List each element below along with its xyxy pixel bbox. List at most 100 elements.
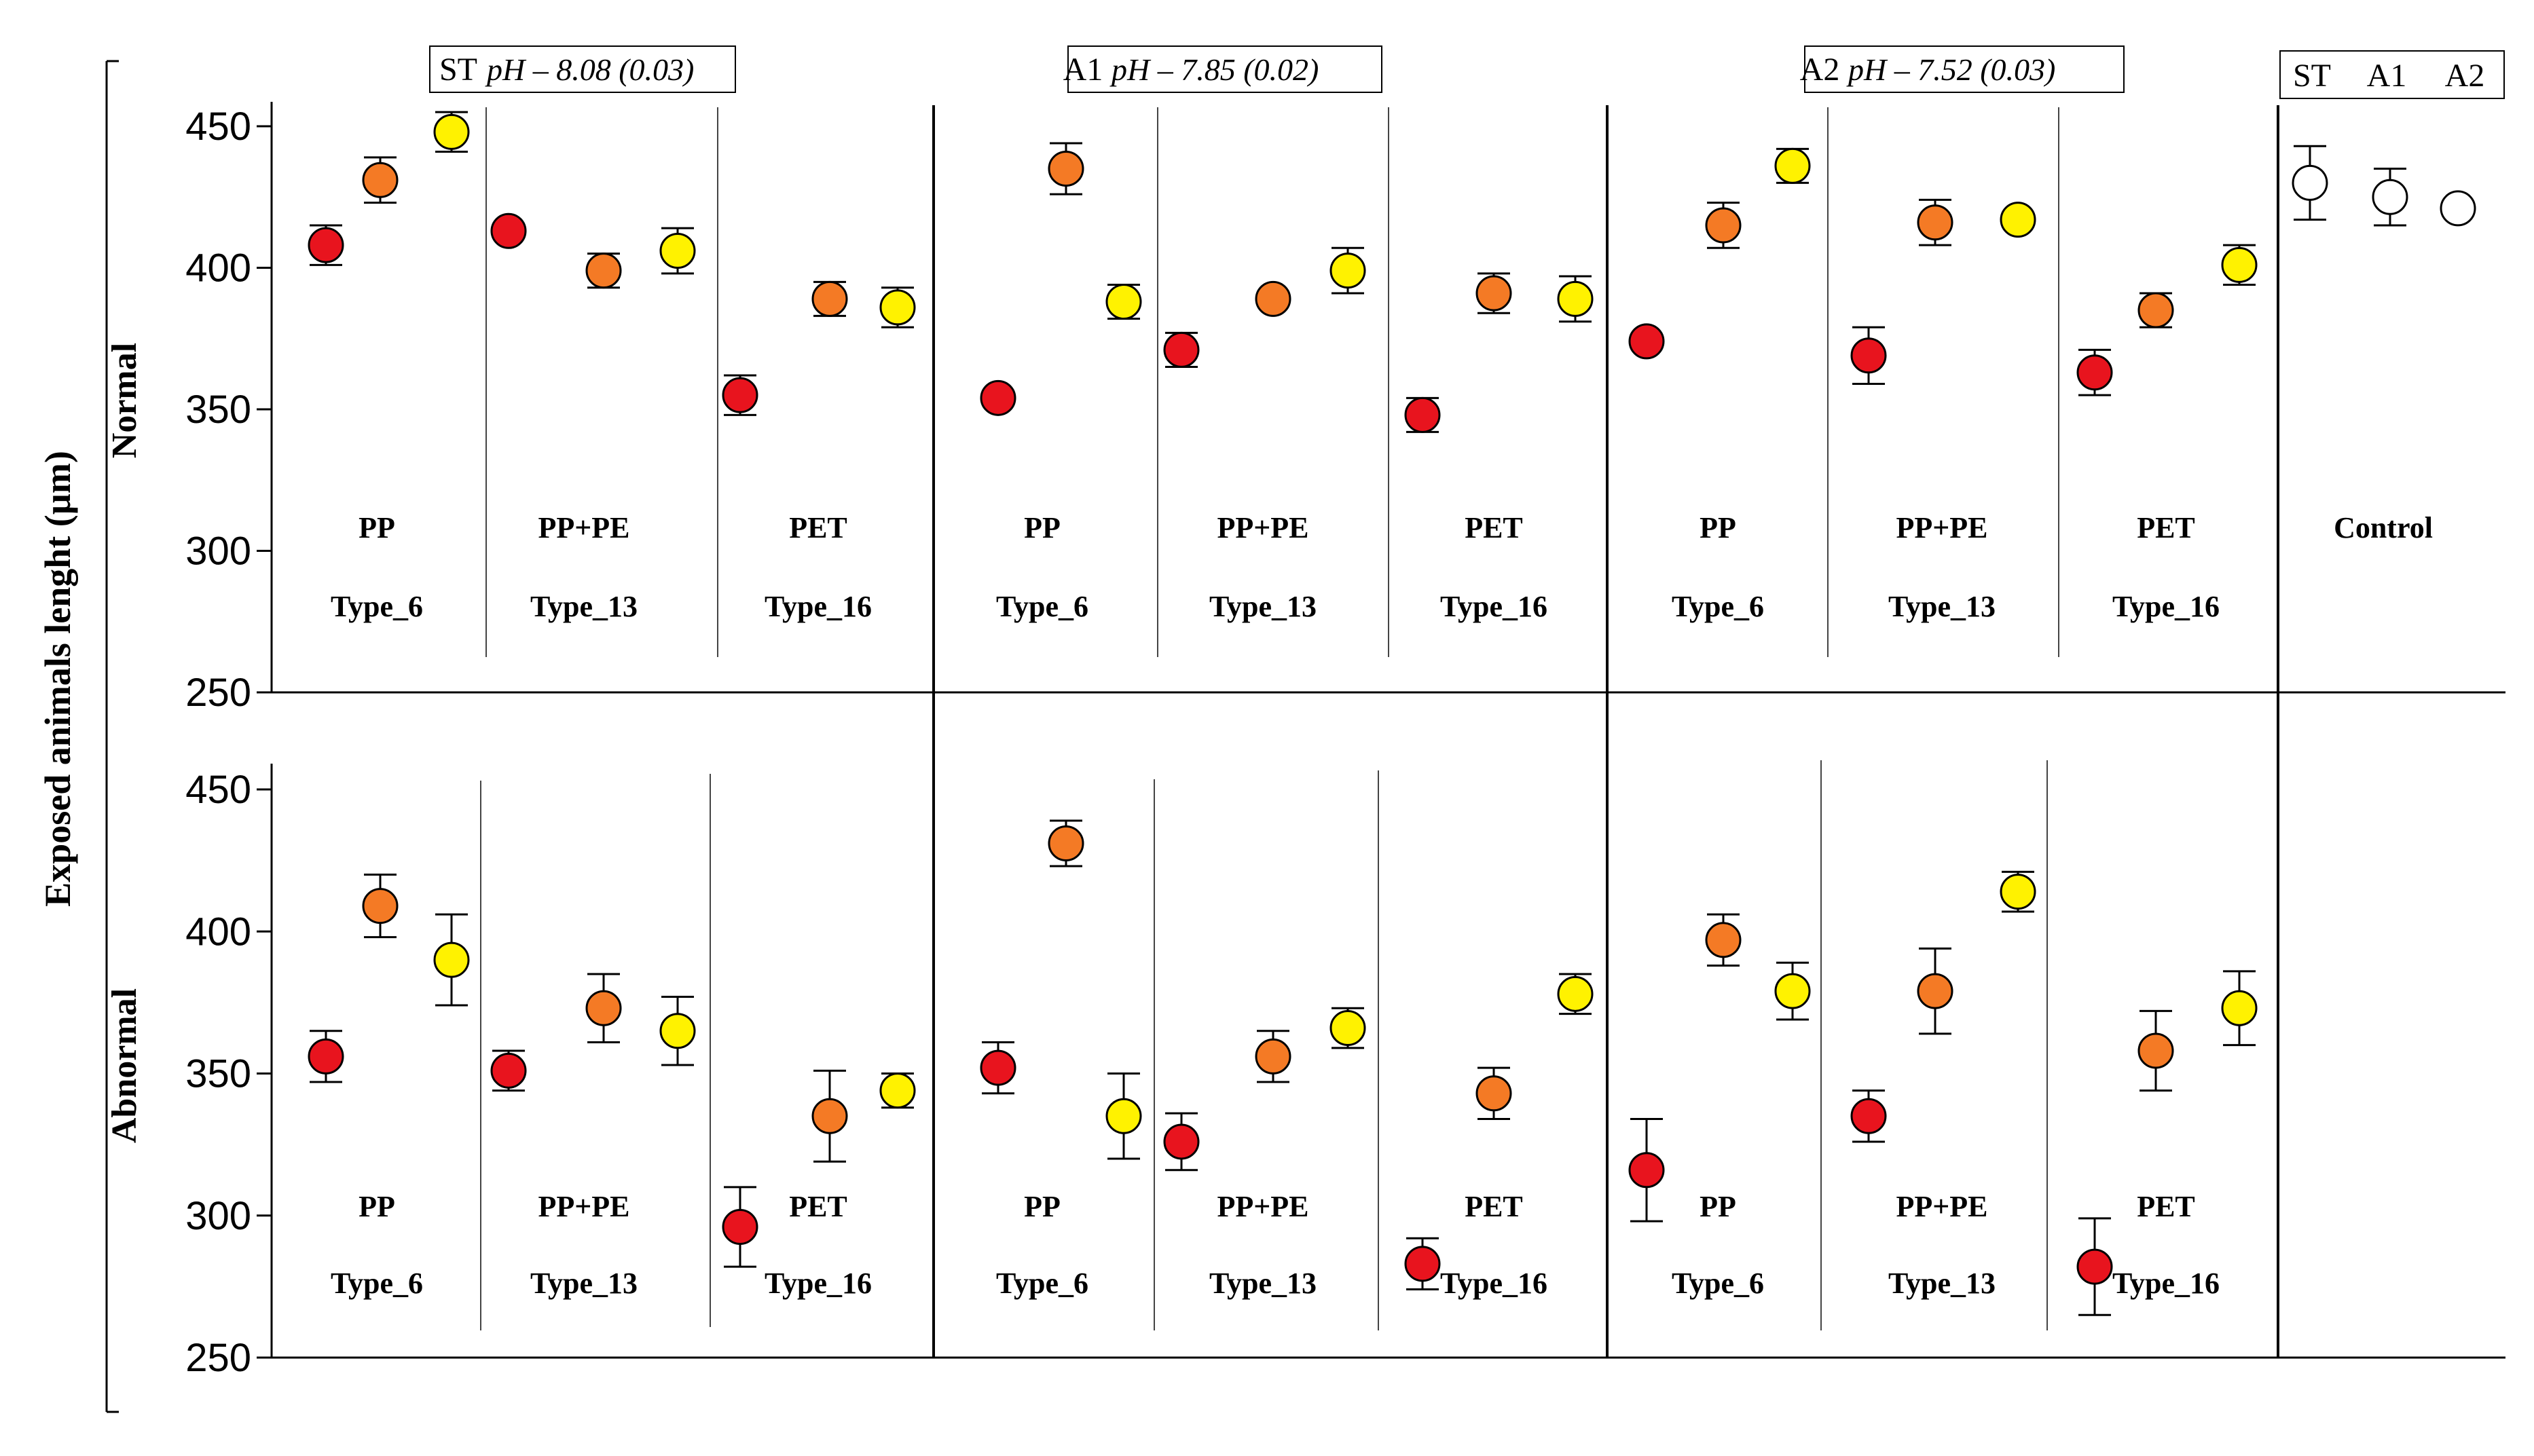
type-label: Type_13 <box>1209 590 1317 623</box>
frame-layer: 250 300 350 400 450 Normal PP Type_6 PP+PE Type_1… <box>105 45 2505 1413</box>
type-label: Type_6 <box>331 1267 423 1300</box>
type-label: Type_16 <box>765 1267 872 1300</box>
polymer-label: PP+PE <box>1896 511 1987 544</box>
polymer-label: PP <box>1024 511 1061 544</box>
control-label: Control <box>2334 511 2433 544</box>
data-point-orange <box>1048 151 1084 187</box>
y-tick-label: 250 <box>185 1336 251 1380</box>
control-code: ST <box>2293 58 2331 94</box>
type-label: Type_6 <box>1672 1267 1764 1300</box>
data-point-yellow <box>1774 147 1811 184</box>
data-point-orange <box>1475 275 1512 312</box>
polymer-label: PP+PE <box>538 511 629 544</box>
treatment-box <box>429 45 736 93</box>
data-point-red <box>308 1038 344 1075</box>
data-point-red <box>722 377 758 413</box>
data-point-yellow <box>433 941 470 978</box>
treatment-code: ST <box>439 52 477 88</box>
y-tick-label: 400 <box>185 910 251 954</box>
control-point <box>2372 179 2408 215</box>
marks-layer <box>308 111 2476 1316</box>
polymer-label: PP <box>1024 1190 1061 1223</box>
data-point-red <box>490 1052 527 1089</box>
type-label: Type_16 <box>2112 590 2220 623</box>
data-point-orange <box>1048 825 1084 862</box>
data-point-red <box>1163 1123 1200 1160</box>
y-axis-title: Exposed animals lenght (µm) <box>37 451 78 907</box>
data-point-yellow <box>659 232 696 269</box>
data-point-orange <box>1917 973 1953 1009</box>
y-tick-label: 350 <box>185 1052 251 1096</box>
polymer-label: PET <box>2137 511 2195 544</box>
control-code: A2 <box>2445 58 2485 94</box>
type-label: Type_13 <box>530 1267 638 1300</box>
polymer-label: PP <box>359 511 395 544</box>
control-code: A1 <box>2367 58 2407 94</box>
data-point-red <box>2076 354 2113 391</box>
polymer-label: PET <box>2137 1190 2195 1223</box>
data-point-yellow <box>2221 246 2258 283</box>
data-point-orange <box>2137 1032 2174 1069</box>
data-point-yellow <box>1329 253 1366 289</box>
data-point-orange <box>811 280 848 317</box>
polymer-label: PP+PE <box>1217 511 1308 544</box>
data-point-orange <box>585 990 622 1026</box>
y-tick-label: 450 <box>185 768 251 812</box>
y-tick-label: 350 <box>185 388 251 432</box>
data-point-red <box>1404 396 1441 433</box>
type-label: Type_13 <box>1888 1267 1996 1300</box>
data-point-red <box>1628 323 1665 360</box>
type-label: Type_6 <box>1672 590 1764 623</box>
treatment-ph: pH – 7.52 (0.03) <box>1846 52 2055 87</box>
data-point-orange <box>585 253 622 289</box>
data-point-orange <box>362 888 399 925</box>
data-point-yellow <box>1105 284 1142 320</box>
data-point-yellow <box>879 1072 916 1109</box>
data-point-orange <box>1705 207 1742 244</box>
y-tick-label: 300 <box>185 529 251 574</box>
data-point-orange <box>2137 292 2174 329</box>
data-point-yellow <box>659 1013 696 1049</box>
type-label: Type_6 <box>996 590 1088 623</box>
type-label: Type_13 <box>1888 590 1996 623</box>
data-point-orange <box>1255 1038 1291 1075</box>
type-label: Type_6 <box>996 1267 1088 1300</box>
type-label: Type_13 <box>1209 1267 1317 1300</box>
data-point-red <box>2076 1248 2113 1285</box>
data-point-red <box>1163 331 1200 368</box>
treatment-box <box>1804 45 2125 93</box>
polymer-label: PET <box>1465 1190 1523 1223</box>
treatment-ph: pH – 8.08 (0.03) <box>485 52 694 87</box>
treatment-code: A2 <box>1800 52 1840 88</box>
polymer-label: PET <box>1465 511 1523 544</box>
polymer-label: PP+PE <box>1217 1190 1308 1223</box>
y-tick-label: 450 <box>185 105 251 149</box>
polymer-label: PP <box>359 1190 395 1223</box>
polymer-label: PP <box>1700 1190 1736 1223</box>
data-point-red <box>308 227 344 263</box>
row-label-normal: Normal <box>105 343 144 458</box>
type-label: Type_6 <box>331 590 423 623</box>
data-point-red <box>980 1049 1016 1086</box>
data-point-red <box>1850 337 1887 374</box>
polymer-label: PP <box>1700 511 1736 544</box>
data-point-orange <box>811 1098 848 1134</box>
type-label: Type_16 <box>1440 590 1547 623</box>
data-point-yellow <box>1329 1010 1366 1047</box>
y-tick-label: 400 <box>185 246 251 291</box>
type-label: Type_16 <box>765 590 872 623</box>
type-label: Type_16 <box>2112 1267 2220 1300</box>
data-point-yellow <box>1774 973 1811 1009</box>
control-header-box <box>2279 50 2505 99</box>
control-point <box>2440 190 2476 227</box>
data-point-red <box>980 379 1016 416</box>
data-point-yellow <box>433 113 470 150</box>
data-point-red <box>1404 1246 1441 1282</box>
data-point-yellow <box>1557 975 1594 1012</box>
data-point-yellow <box>2000 874 2036 910</box>
data-point-orange <box>1917 204 1953 241</box>
polymer-label: PP+PE <box>1896 1190 1987 1223</box>
polymer-label: PET <box>789 511 847 544</box>
